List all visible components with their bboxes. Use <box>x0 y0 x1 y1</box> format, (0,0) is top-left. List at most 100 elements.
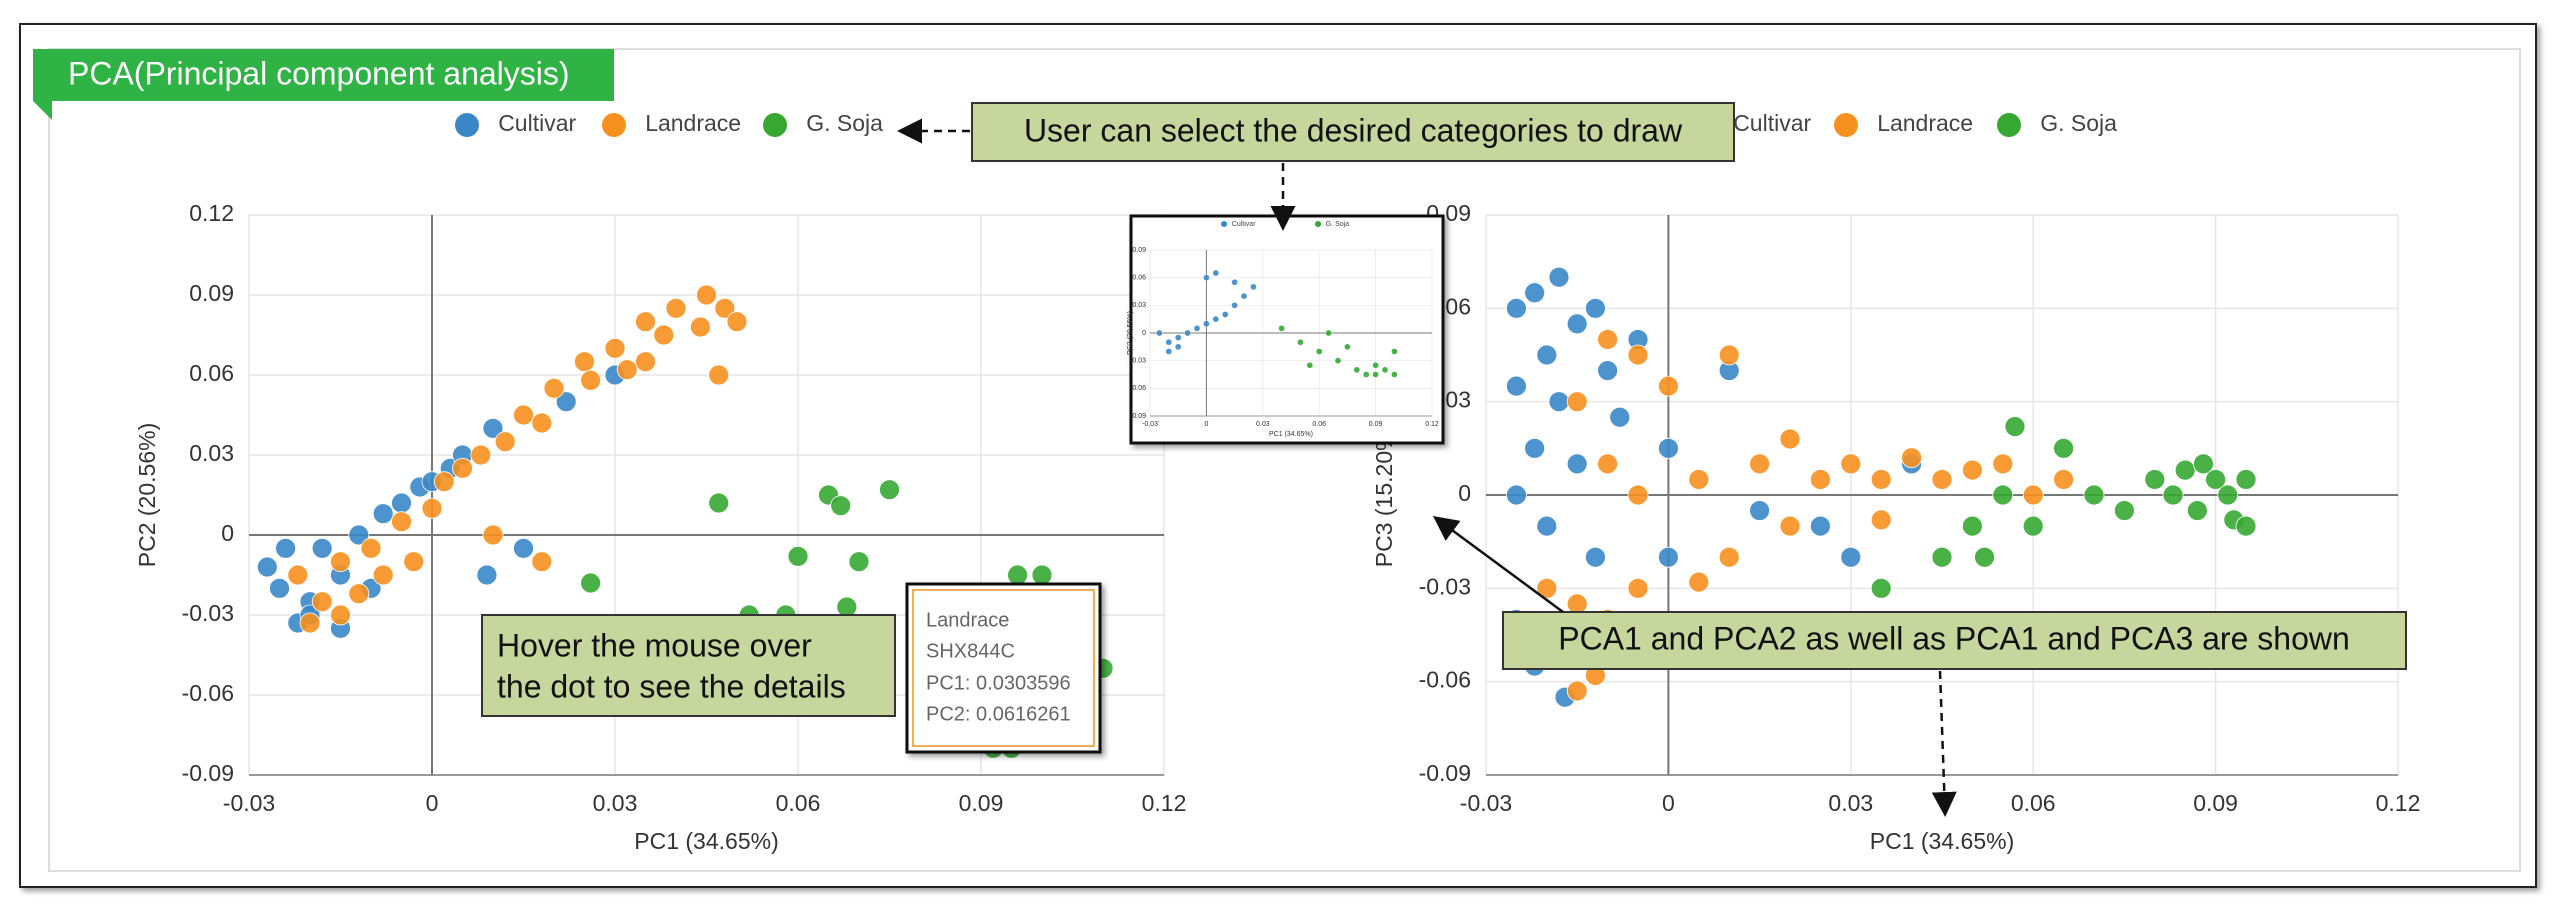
data-point <box>1962 515 1983 537</box>
data-point <box>848 551 870 573</box>
data-point <box>1344 343 1351 350</box>
data-point <box>616 359 638 381</box>
data-point <box>574 351 595 373</box>
data-point <box>1297 339 1304 346</box>
data-point <box>2205 469 2227 490</box>
data-point <box>1870 469 1892 490</box>
data-point <box>1240 292 1248 300</box>
data-point <box>311 537 333 559</box>
data-point <box>311 591 333 613</box>
data-point <box>708 492 730 514</box>
x-tick-label: 0.09 <box>1369 421 1383 428</box>
x-tick-label: 0 <box>1662 790 1675 816</box>
data-point <box>1974 546 1995 568</box>
x-tick-label: 0 <box>426 790 439 816</box>
data-point <box>543 377 565 399</box>
y-tick-label: 0 <box>221 520 234 546</box>
tooltip-border <box>912 589 1095 747</box>
data-point <box>2217 484 2239 506</box>
legend-marker <box>1834 113 1858 137</box>
data-point <box>299 612 321 634</box>
data-point <box>1585 546 1606 568</box>
data-point <box>1548 266 1570 288</box>
data-point <box>452 457 473 479</box>
x-axis-title: PC1 (34.65%) <box>634 828 778 854</box>
data-point <box>1870 577 1892 599</box>
legend-label: Landrace <box>645 110 741 136</box>
x-tick-label: 0.03 <box>1828 790 1873 816</box>
data-point <box>1840 546 1862 568</box>
data-point <box>1250 283 1257 291</box>
callout-box <box>1502 611 2407 670</box>
tooltip-text: Landrace <box>926 609 1009 631</box>
data-point <box>1506 484 1527 506</box>
data-point <box>1749 453 1770 475</box>
data-point <box>1658 437 1679 459</box>
y-axis-title: PC2 (20.56%) <box>1127 311 1134 355</box>
y-axis-title: PC3 (15.20%) <box>1371 423 1397 567</box>
data-point <box>1506 297 1527 319</box>
data-point <box>1391 348 1398 355</box>
callout-text: User can select the desired categories t… <box>1024 112 1683 148</box>
data-point <box>787 545 809 567</box>
arrow <box>1432 516 1564 614</box>
data-point <box>1627 484 1649 506</box>
x-tick-label: 0.12 <box>1425 421 1439 428</box>
data-point <box>1391 371 1398 378</box>
x-tick-label: 0.06 <box>776 790 821 816</box>
data-point <box>330 551 351 573</box>
data-point <box>1334 357 1342 364</box>
legend-label: Cultivar <box>1733 110 1811 136</box>
data-point <box>269 577 290 599</box>
callout-text: Hover the mouse over <box>497 627 812 663</box>
data-point <box>1203 274 1210 281</box>
y-axis-title: PC2 (20.56%) <box>134 423 160 567</box>
y-tick-label: -0.03 <box>1130 358 1146 365</box>
data-point <box>2235 515 2257 537</box>
y-tick-label: 0.03 <box>189 440 234 466</box>
data-point <box>1222 311 1229 318</box>
data-point <box>1175 334 1182 341</box>
legend-label: Landrace <box>1877 110 1973 136</box>
legend-marker <box>602 113 626 137</box>
data-point <box>433 471 455 493</box>
legend-label: G. Soja <box>1326 221 1349 228</box>
x-tick-label: 0 <box>1204 421 1208 428</box>
data-point <box>476 564 498 586</box>
legend-label: Cultivar <box>1232 221 1256 228</box>
data-point <box>696 284 717 306</box>
data-point <box>348 583 370 605</box>
data-point <box>1007 564 1028 586</box>
data-point <box>555 391 577 413</box>
title-badge <box>33 49 614 120</box>
data-point <box>1536 344 1558 366</box>
data-point <box>482 417 504 439</box>
x-tick-label: -0.03 <box>1142 421 1158 428</box>
callout-box <box>481 614 896 717</box>
data-point <box>653 324 675 346</box>
arrow <box>1931 670 1957 817</box>
y-tick-label: -0.09 <box>182 760 234 786</box>
data-point <box>2053 469 2075 490</box>
x-axis-title: PC1 (34.65%) <box>1269 431 1313 438</box>
data-point <box>1212 316 1219 323</box>
data-point <box>2144 469 2166 490</box>
inset-frame <box>1129 214 1445 445</box>
data-point <box>2174 459 2196 481</box>
data-point <box>287 564 309 586</box>
x-tick-label: 0.06 <box>2011 790 2056 816</box>
tooltip-text: PC2: 0.0616261 <box>926 703 1071 725</box>
y-tick-label: 0.06 <box>1132 275 1146 282</box>
data-point <box>635 351 656 373</box>
data-point <box>2083 484 2105 506</box>
data-point <box>2162 484 2184 506</box>
legend-marker <box>1221 221 1227 227</box>
data-point <box>1597 360 1618 381</box>
data-point <box>1779 428 1801 450</box>
y-tick-label: -0.09 <box>1130 413 1146 420</box>
x-tick-label: 0.12 <box>1142 790 1187 816</box>
data-point <box>580 572 601 594</box>
data-point <box>1278 325 1285 332</box>
data-point <box>726 311 748 333</box>
